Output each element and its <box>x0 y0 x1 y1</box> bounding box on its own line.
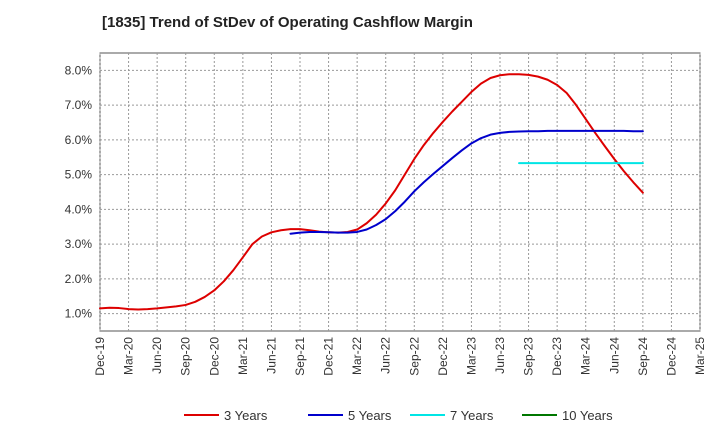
x-tick-label: Sep-24 <box>636 337 650 376</box>
legend-label: 7 Years <box>450 408 494 423</box>
x-tick-label: Dec-23 <box>550 337 564 376</box>
x-axis: Dec-19 Mar-20 Jun-20 Sep-20 Dec-20 Mar-21 Jun-… <box>93 337 707 376</box>
chart-title: [1835] Trend of StDev of Operating Cashf… <box>102 14 473 31</box>
legend: 3 Years 5 Years 7 Years 10 Years <box>184 408 613 423</box>
legend-label: 3 Years <box>224 408 268 423</box>
x-tick-label: Mar-21 <box>236 337 250 375</box>
legend-label: 10 Years <box>562 408 613 423</box>
x-tick-label: Dec-19 <box>93 337 107 376</box>
x-tick-label: Sep-20 <box>179 337 193 376</box>
y-tick-label: 6.0% <box>65 133 93 147</box>
x-tick-label: Sep-23 <box>522 337 536 376</box>
series-line-5-years <box>289 129 644 235</box>
x-tick-label: Sep-21 <box>293 337 307 376</box>
x-tick-label: Mar-22 <box>350 337 364 375</box>
y-axis: 1.0% 2.0% 3.0% 4.0% 5.0% 6.0% 7.0% 8.0% <box>65 63 93 320</box>
grid <box>99 53 701 331</box>
x-tick-label: Mar-24 <box>579 337 593 375</box>
x-tick-label: Mar-23 <box>464 337 478 375</box>
plot-area <box>99 52 701 332</box>
x-tick-label: Dec-24 <box>664 337 678 376</box>
series-line-3-years <box>99 73 644 311</box>
x-tick-label: Jun-20 <box>150 337 164 374</box>
y-tick-label: 8.0% <box>65 63 93 77</box>
x-tick-label: Jun-24 <box>607 337 621 374</box>
y-tick-label: 7.0% <box>65 98 93 112</box>
y-tick-label: 5.0% <box>65 168 93 182</box>
x-tick-label: Mar-20 <box>122 337 136 375</box>
y-tick-label: 4.0% <box>65 202 93 216</box>
y-tick-label: 1.0% <box>65 307 93 321</box>
x-tick-label: Dec-21 <box>322 337 336 376</box>
y-tick-label: 3.0% <box>65 237 93 251</box>
legend-label: 5 Years <box>348 408 392 423</box>
y-tick-label: 2.0% <box>65 272 93 286</box>
x-tick-label: Dec-22 <box>436 337 450 376</box>
x-tick-label: Jun-23 <box>493 337 507 374</box>
x-tick-label: Mar-25 <box>693 337 707 375</box>
x-tick-label: Jun-21 <box>264 337 278 374</box>
x-tick-label: Sep-22 <box>407 337 421 376</box>
series-lines <box>99 73 644 311</box>
x-tick-label: Dec-20 <box>207 337 221 376</box>
x-tick-label: Jun-22 <box>379 337 393 374</box>
